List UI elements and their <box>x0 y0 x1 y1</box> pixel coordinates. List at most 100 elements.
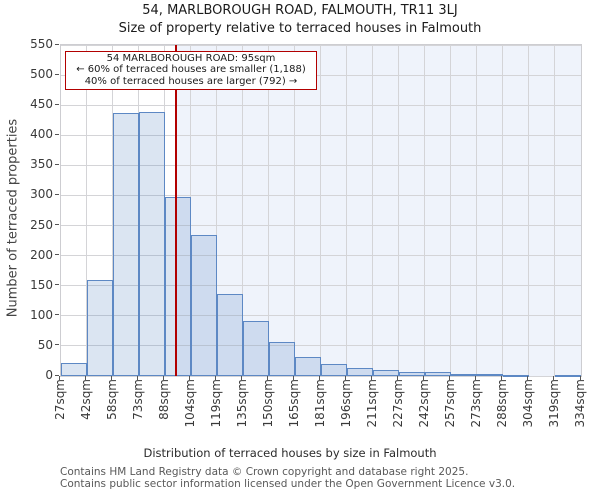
x-tick-label: 288sqm <box>494 379 509 428</box>
x-tick-label: 242sqm <box>416 379 431 428</box>
x-tick-label: 104sqm <box>182 379 197 428</box>
x-tick-mark <box>137 376 139 380</box>
histogram-bar <box>242 320 269 376</box>
histogram-bar <box>294 356 321 376</box>
x-tick-mark <box>553 376 555 380</box>
y-tick-label: 500 <box>30 67 53 82</box>
x-tick-mark <box>293 376 295 380</box>
chart-subtitle: Size of property relative to terraced ho… <box>118 21 482 36</box>
y-tick-mark <box>55 193 59 195</box>
y-tick-label: 50 <box>37 337 53 352</box>
x-tick-label: 196sqm <box>338 379 353 428</box>
v-gridline <box>216 45 218 376</box>
histogram-bar <box>60 362 87 376</box>
x-tick-label: 227sqm <box>390 379 405 428</box>
x-tick-mark <box>423 376 425 380</box>
y-tick-mark <box>55 254 59 256</box>
annotation-larger-line: 40% of terraced houses are larger (792) … <box>84 75 298 87</box>
v-gridline <box>268 45 270 376</box>
v-gridline <box>294 45 296 376</box>
y-tick-mark <box>55 344 59 346</box>
x-tick-mark <box>241 376 243 380</box>
x-tick-label: 319sqm <box>546 379 561 428</box>
y-tick-mark <box>55 284 59 286</box>
histogram-bar <box>398 371 425 376</box>
x-tick-mark <box>267 376 269 380</box>
x-tick-label: 42sqm <box>78 379 93 420</box>
v-gridline <box>372 45 374 376</box>
histogram-bar <box>450 373 477 376</box>
v-gridline <box>86 45 88 376</box>
annotation-box: 54 MARLBOROUGH ROAD: 95sqm ← 60% of terr… <box>65 51 317 91</box>
annotation-property-line: 54 MARLBOROUGH ROAD: 95sqm <box>106 53 276 64</box>
histogram-bar <box>216 293 243 376</box>
histogram-bar <box>268 342 295 376</box>
y-tick-label: 150 <box>30 277 53 292</box>
x-tick-label: 257sqm <box>442 379 457 428</box>
annotation-smaller-line: ← 60% of terraced houses are smaller (1,… <box>76 64 306 76</box>
v-gridline <box>424 45 426 376</box>
attribution-footer: Contains HM Land Registry data © Crown c… <box>60 466 516 490</box>
histogram-bar <box>112 113 139 376</box>
x-tick-mark <box>163 376 165 380</box>
y-tick-mark <box>55 133 59 135</box>
y-tick-label: 0 <box>45 368 53 382</box>
y-tick-mark <box>55 314 59 316</box>
y-tick-mark <box>55 163 59 165</box>
v-gridline <box>554 45 556 376</box>
y-tick-label: 250 <box>30 217 53 232</box>
x-tick-mark <box>527 376 529 380</box>
x-tick-label: 27sqm <box>52 379 67 420</box>
y-tick-label: 400 <box>30 127 53 142</box>
v-gridline <box>320 45 322 376</box>
x-tick-label: 181sqm <box>312 379 327 428</box>
x-tick-label: 150sqm <box>260 379 275 428</box>
histogram-bar <box>190 234 217 376</box>
x-tick-mark <box>111 376 113 380</box>
x-tick-mark <box>397 376 399 380</box>
x-tick-mark <box>579 376 581 380</box>
x-axis-label: Distribution of terraced houses by size … <box>143 446 437 460</box>
footer-line-1: Contains HM Land Registry data © Crown c… <box>60 466 469 478</box>
y-tick-mark <box>55 103 59 105</box>
v-gridline <box>190 45 192 376</box>
v-gridline <box>528 45 530 376</box>
x-tick-mark <box>449 376 451 380</box>
v-gridline <box>502 45 504 376</box>
plot-area <box>59 44 582 377</box>
y-tick-mark <box>55 374 59 376</box>
histogram-bar <box>476 374 503 377</box>
v-gridline <box>398 45 400 376</box>
x-tick-mark <box>501 376 503 380</box>
v-gridline <box>346 45 348 376</box>
y-tick-label: 350 <box>30 157 53 172</box>
histogram-bar <box>502 374 529 377</box>
x-tick-label: 165sqm <box>286 379 301 428</box>
x-tick-mark <box>475 376 477 380</box>
x-tick-mark <box>215 376 217 380</box>
footer-line-2: Contains public sector information licen… <box>60 477 516 490</box>
x-tick-mark <box>189 376 191 380</box>
histogram-bar <box>346 368 373 376</box>
histogram-bar <box>86 279 113 376</box>
h-gridline <box>60 375 581 377</box>
y-tick-mark <box>55 73 59 75</box>
x-tick-label: 334sqm <box>573 379 587 428</box>
x-tick-mark <box>371 376 373 380</box>
x-tick-mark <box>345 376 347 380</box>
x-tick-label: 119sqm <box>208 379 223 428</box>
v-gridline <box>450 45 452 376</box>
x-tick-mark <box>59 376 60 380</box>
histogram-bar <box>164 197 191 376</box>
x-tick-label: 73sqm <box>130 379 145 420</box>
chart-title: 54, MARLBOROUGH ROAD, FALMOUTH, TR11 3LJ <box>142 3 458 18</box>
x-tick-label: 58sqm <box>104 379 119 420</box>
x-tick-label: 88sqm <box>156 379 171 420</box>
y-tick-label: 550 <box>30 37 53 51</box>
v-gridline <box>476 45 478 376</box>
y-tick-label: 450 <box>30 97 53 112</box>
y-tick-mark <box>55 224 59 226</box>
x-tick-label: 273sqm <box>468 379 483 428</box>
histogram-bar <box>138 111 165 376</box>
